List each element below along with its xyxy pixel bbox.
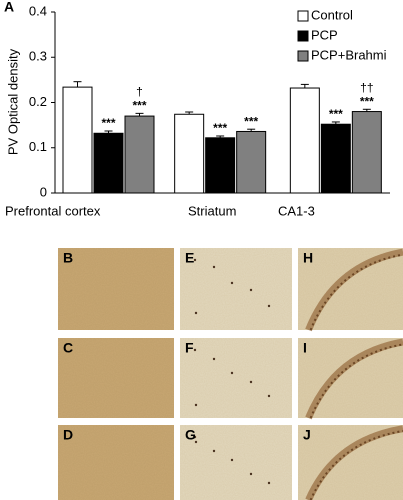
error-bar (185, 111, 194, 115)
cell-dot (230, 371, 234, 375)
significance: *** (132, 99, 146, 113)
bar (174, 113, 205, 194)
micrograph-texture (58, 425, 174, 500)
significance: *** (213, 121, 227, 135)
cell-layer (305, 425, 403, 500)
significance: *** (244, 114, 258, 128)
significance-vs-pcp: † (136, 85, 143, 99)
image-panel-label: J (303, 427, 311, 443)
micrograph-texture (180, 425, 292, 500)
micrograph: C (58, 338, 174, 418)
bar (93, 132, 124, 194)
cell-dot (249, 380, 253, 384)
micrograph-texture (58, 338, 174, 418)
error-bar (300, 83, 309, 89)
legend-swatch (297, 10, 309, 22)
cell-dot (267, 394, 271, 398)
cell-dot (194, 403, 198, 407)
error-bar (331, 121, 340, 125)
x-tick-label: CA1-3 (278, 203, 315, 218)
error-bar (247, 128, 256, 132)
x-tick-label: Striatum (188, 203, 236, 218)
y-tick-label: 0.2 (29, 94, 47, 109)
bar (205, 137, 236, 194)
bar (289, 87, 320, 194)
micrograph: B (58, 248, 174, 330)
micrograph: E (180, 248, 292, 330)
image-panel-label: I (303, 340, 307, 356)
cell-dot (249, 472, 253, 476)
micrograph: H (298, 248, 403, 332)
cell-dot (267, 481, 271, 485)
bar (62, 86, 93, 194)
legend-swatch (297, 30, 309, 42)
micrograph: I (298, 338, 403, 420)
error-bar (104, 130, 113, 134)
error-bar (362, 108, 371, 112)
micrograph-texture (58, 248, 174, 330)
cell-dot (249, 288, 253, 292)
error-bar (135, 112, 144, 117)
y-tick-label: 0 (40, 184, 47, 199)
cell-dot (193, 258, 197, 262)
cell-dot (194, 311, 198, 315)
cell-layer (305, 338, 403, 420)
micrograph: J (298, 425, 403, 500)
cell-dot (230, 281, 234, 285)
image-panel-label: G (185, 427, 196, 443)
bar (236, 130, 267, 194)
image-panel-label: H (303, 250, 313, 266)
significance-vs-pcp: †† (360, 80, 373, 94)
micrograph-texture (180, 248, 292, 330)
cell-dot (193, 348, 197, 352)
cell-dot (212, 357, 216, 361)
y-tick-label: 0.3 (29, 49, 47, 64)
cell-layer-core (309, 430, 403, 500)
panel-label: A (4, 0, 14, 15)
cell-dot (193, 435, 197, 439)
image-panel-label: D (63, 427, 73, 443)
micrograph-texture (180, 338, 292, 418)
image-panel-label: F (185, 340, 194, 356)
y-tick-label: 0.1 (29, 139, 47, 154)
cell-dot (230, 458, 234, 462)
micrograph: D (58, 425, 174, 500)
cell-dot (212, 449, 216, 453)
micrograph: F (180, 338, 292, 418)
y-axis-label: PV Optical density (5, 48, 20, 155)
cell-dot (194, 440, 198, 444)
cell-dot (267, 304, 271, 308)
legend-label: PCP+Brahmi (311, 47, 387, 62)
bar (320, 123, 351, 194)
y-tick-label: 0.4 (29, 3, 47, 18)
significance: *** (101, 116, 115, 130)
bar (351, 111, 382, 194)
significance: *** (329, 107, 343, 121)
cell-layer-core (309, 253, 403, 331)
x-tick-label: Prefrontal cortex (5, 203, 101, 218)
error-bar (216, 135, 225, 138)
image-panel-label: C (63, 340, 73, 356)
image-panel-label: E (185, 250, 194, 266)
legend-swatch (297, 50, 309, 62)
micrograph: G (180, 425, 292, 500)
legend-label: PCP (311, 27, 338, 42)
legend-label: Control (311, 7, 353, 22)
bar (124, 115, 155, 194)
cell-layer (305, 248, 403, 332)
significance: *** (360, 94, 374, 108)
error-bar (73, 81, 82, 88)
image-panel-label: B (63, 250, 73, 266)
cell-dot (212, 265, 216, 269)
